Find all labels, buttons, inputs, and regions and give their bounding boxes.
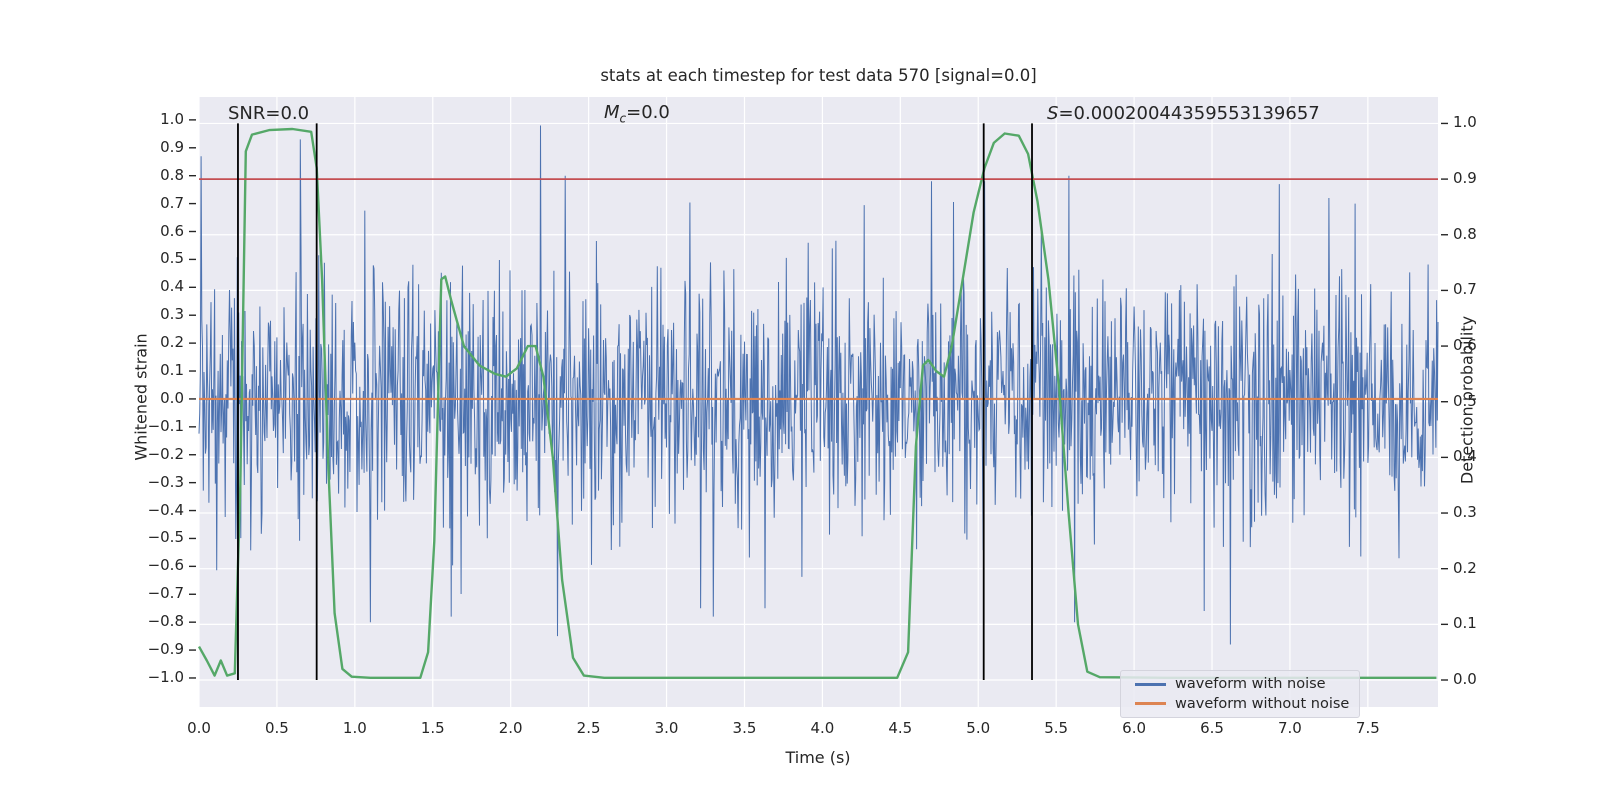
y-left-tick-label: 0.8: [160, 165, 184, 184]
y-left-tick-label: 0.2: [160, 333, 184, 352]
y-left-tick-label: −0.7: [147, 584, 184, 603]
y-right-tick-label: 0.5: [1453, 391, 1477, 410]
x-tick-label: 2.0: [498, 719, 523, 737]
y-left-tick-label: 0.6: [160, 221, 184, 240]
y-left-tick-label: −0.6: [147, 556, 184, 575]
y-right-tick-label: 0.8: [1453, 224, 1477, 243]
y-right-tick-label: 0.9: [1453, 169, 1477, 188]
y-left-tick-label: −0.8: [147, 612, 184, 631]
legend-line-sample-noise: [1135, 682, 1166, 686]
x-tick-label: 7.5: [1355, 719, 1380, 737]
y-left-tick-label: −0.9: [147, 640, 184, 659]
annotation-chirp-mass-value: =0.0: [626, 102, 670, 123]
annotation-snr-text: SNR=0.0: [228, 103, 310, 124]
y-right-tick-label: 0.2: [1453, 558, 1477, 577]
annotation-chirp-mass: Mc=0.0: [604, 102, 670, 126]
y-right-tick-label: 0.0: [1453, 670, 1477, 688]
x-tick-label: 2.5: [576, 719, 601, 737]
x-tick-label: 6.5: [1200, 719, 1224, 737]
legend-label-clean: waveform without noise: [1175, 695, 1350, 712]
x-tick-label: 4.0: [810, 719, 835, 737]
x-tick-label: 5.5: [1044, 719, 1069, 737]
x-tick-label: 4.5: [888, 719, 913, 737]
y-left-tick-label: −1.0: [147, 667, 184, 686]
y-left-tick-label: 0.9: [160, 137, 184, 156]
y-left-tick-label: 0.1: [160, 361, 184, 380]
annotation-chirp-mass-subscript: c: [619, 111, 627, 126]
y-left-tick-label: 0.0: [160, 388, 184, 407]
y-right-tick-label: 0.7: [1453, 280, 1477, 299]
y-left-tick-label: −0.3: [147, 472, 184, 491]
legend: waveform with noise waveform without noi…: [1120, 670, 1360, 718]
y-left-tick-label: 0.5: [160, 249, 184, 268]
y-right-tick-label: 0.3: [1453, 503, 1477, 522]
x-tick-label: 3.5: [732, 719, 757, 737]
x-tick-label: 0.5: [264, 719, 289, 737]
y-right-tick-label: 0.4: [1453, 447, 1477, 466]
x-tick-label: 7.0: [1278, 719, 1302, 737]
y-left-tick-label: 0.3: [160, 305, 184, 324]
x-tick-label: 1.0: [342, 719, 367, 737]
y-left-tick-label: 1.0: [160, 109, 184, 128]
x-tick-label: 0.0: [187, 719, 211, 737]
y-right-tick-label: 0.6: [1453, 336, 1477, 355]
x-tick-label: 6.0: [1122, 719, 1147, 737]
annotation-score: S=0.00020044359553139657: [1047, 103, 1320, 124]
y-right-tick-label: 1.0: [1453, 113, 1477, 132]
annotation-score-value: =0.00020044359553139657: [1058, 103, 1320, 124]
legend-label-noise: waveform with noise: [1175, 676, 1326, 693]
x-tick-label: 5.0: [966, 719, 991, 737]
y-left-tick-label: 0.4: [160, 277, 184, 296]
y-right-tick-label: 0.1: [1453, 614, 1477, 633]
legend-line-sample-clean: [1135, 702, 1166, 706]
legend-item-noise: waveform with noise: [1129, 676, 1351, 692]
y-left-tick-label: −0.4: [147, 500, 184, 519]
y-left-tick-label: 0.7: [160, 193, 184, 212]
annotation-score-symbol: S: [1047, 103, 1059, 124]
annotation-chirp-mass-symbol: M: [604, 102, 620, 123]
x-axis-label: Time (s): [785, 748, 851, 767]
annotation-snr: SNR=0.0: [228, 103, 309, 124]
y-left-tick-label: −0.5: [147, 528, 184, 547]
x-tick-label: 1.5: [420, 719, 445, 737]
x-tick-label: 3.0: [654, 719, 679, 737]
legend-item-clean: waveform without noise: [1129, 696, 1351, 712]
detection-probability-series: [197, 127, 1437, 679]
chart-title: stats at each timestep for test data 570…: [600, 66, 1037, 85]
noise-waveform-series: [198, 125, 1439, 645]
y-left-tick-label: −0.2: [147, 444, 184, 463]
y-left-tick-label: −0.1: [147, 416, 184, 435]
